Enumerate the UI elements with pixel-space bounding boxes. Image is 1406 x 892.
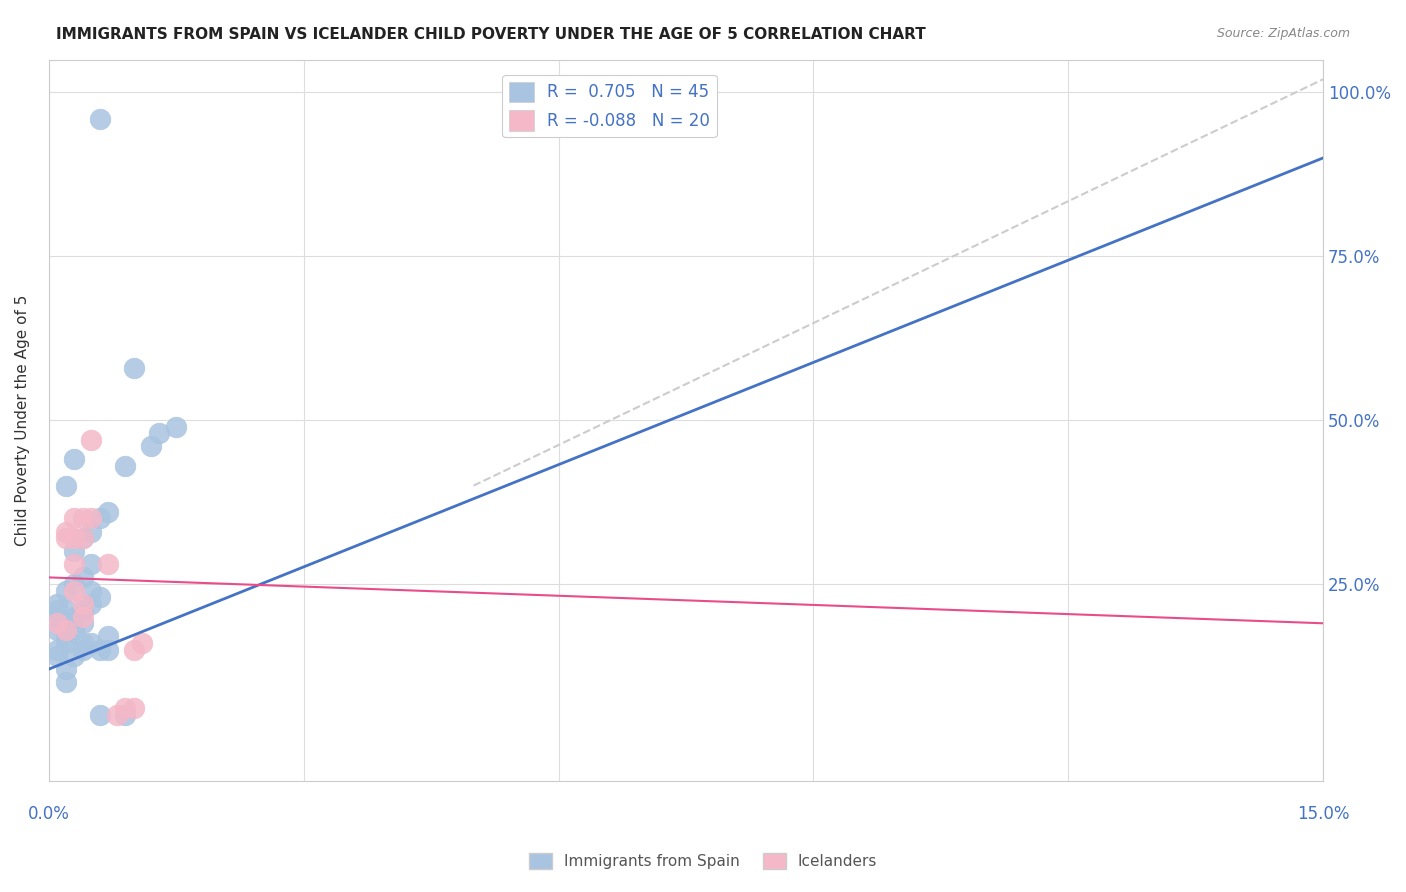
Point bbox=[46, 597, 69, 611]
Point bbox=[55, 675, 77, 690]
Point bbox=[80, 433, 103, 447]
Point bbox=[72, 609, 94, 624]
Point bbox=[122, 642, 145, 657]
Point bbox=[55, 603, 77, 617]
Point bbox=[72, 616, 94, 631]
Point bbox=[63, 544, 86, 558]
Point bbox=[63, 531, 86, 545]
Point bbox=[55, 616, 77, 631]
Point bbox=[72, 570, 94, 584]
Text: 15.0%: 15.0% bbox=[1296, 805, 1350, 823]
Legend: Immigrants from Spain, Icelanders: Immigrants from Spain, Icelanders bbox=[523, 847, 883, 875]
Point bbox=[72, 597, 94, 611]
Text: Source: ZipAtlas.com: Source: ZipAtlas.com bbox=[1216, 27, 1350, 40]
Point bbox=[63, 558, 86, 572]
Point bbox=[72, 636, 94, 650]
Point bbox=[80, 636, 103, 650]
Point bbox=[89, 642, 111, 657]
Point bbox=[55, 629, 77, 643]
Point bbox=[97, 629, 120, 643]
Point bbox=[80, 597, 103, 611]
Legend: R =  0.705   N = 45, R = -0.088   N = 20: R = 0.705 N = 45, R = -0.088 N = 20 bbox=[502, 75, 717, 137]
Point bbox=[63, 577, 86, 591]
Point bbox=[80, 511, 103, 525]
Point bbox=[55, 636, 77, 650]
Point bbox=[122, 701, 145, 715]
Point bbox=[80, 583, 103, 598]
Point bbox=[148, 426, 170, 441]
Point bbox=[72, 642, 94, 657]
Point bbox=[46, 603, 69, 617]
Point bbox=[105, 708, 128, 723]
Point bbox=[63, 648, 86, 663]
Point bbox=[114, 458, 136, 473]
Point bbox=[55, 623, 77, 637]
Point bbox=[63, 623, 86, 637]
Point bbox=[97, 642, 120, 657]
Text: IMMIGRANTS FROM SPAIN VS ICELANDER CHILD POVERTY UNDER THE AGE OF 5 CORRELATION : IMMIGRANTS FROM SPAIN VS ICELANDER CHILD… bbox=[56, 27, 927, 42]
Point bbox=[63, 609, 86, 624]
Point bbox=[80, 524, 103, 539]
Point bbox=[72, 511, 94, 525]
Text: 0.0%: 0.0% bbox=[28, 805, 70, 823]
Point bbox=[46, 623, 69, 637]
Point bbox=[55, 524, 77, 539]
Point bbox=[114, 708, 136, 723]
Point bbox=[63, 452, 86, 467]
Point bbox=[46, 609, 69, 624]
Point bbox=[114, 701, 136, 715]
Point bbox=[89, 511, 111, 525]
Point bbox=[63, 583, 86, 598]
Point bbox=[89, 112, 111, 126]
Point bbox=[55, 478, 77, 492]
Point bbox=[72, 531, 94, 545]
Point bbox=[55, 662, 77, 676]
Point bbox=[46, 616, 69, 631]
Point bbox=[139, 439, 162, 453]
Point bbox=[165, 419, 187, 434]
Point bbox=[89, 590, 111, 604]
Point bbox=[46, 648, 69, 663]
Point bbox=[97, 505, 120, 519]
Point bbox=[80, 558, 103, 572]
Point bbox=[46, 642, 69, 657]
Point bbox=[55, 583, 77, 598]
Point bbox=[55, 531, 77, 545]
Y-axis label: Child Poverty Under the Age of 5: Child Poverty Under the Age of 5 bbox=[15, 294, 30, 546]
Point bbox=[131, 636, 153, 650]
Point bbox=[97, 558, 120, 572]
Point bbox=[72, 531, 94, 545]
Point bbox=[72, 603, 94, 617]
Point bbox=[122, 360, 145, 375]
Point bbox=[89, 708, 111, 723]
Point bbox=[63, 511, 86, 525]
